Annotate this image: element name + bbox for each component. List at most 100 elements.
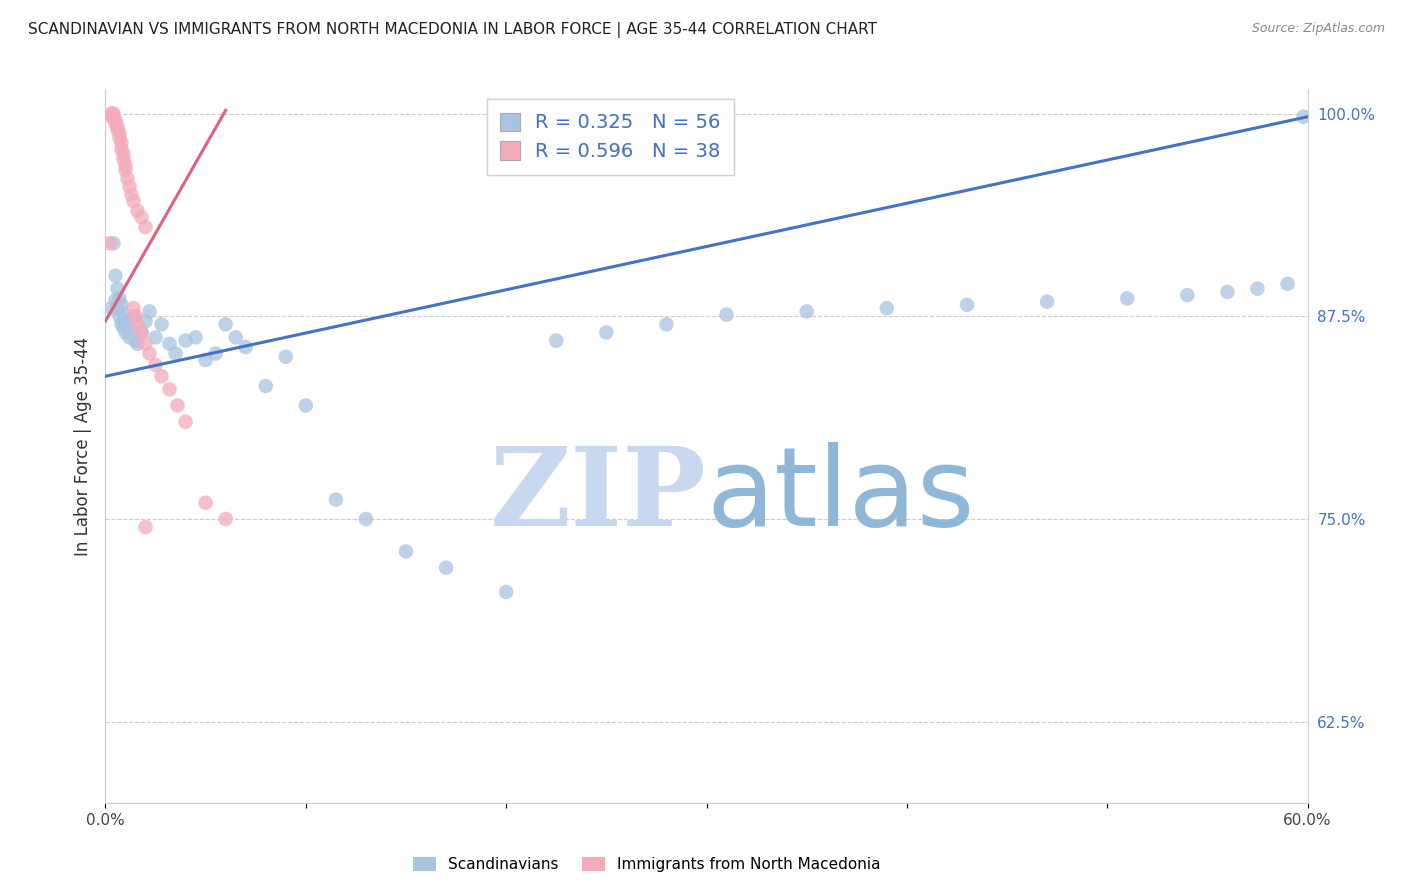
Point bbox=[145, 358, 167, 372]
Point bbox=[131, 326, 153, 340]
Y-axis label: In Labor Force | Age 35-44: In Labor Force | Age 35-44 bbox=[73, 336, 91, 556]
Point bbox=[122, 194, 145, 208]
Point bbox=[103, 236, 125, 251]
Point bbox=[254, 379, 277, 393]
Point bbox=[110, 298, 132, 312]
Point bbox=[325, 492, 347, 507]
Text: atlas: atlas bbox=[707, 442, 974, 549]
Point bbox=[124, 310, 146, 324]
Point bbox=[138, 346, 160, 360]
Point bbox=[150, 369, 173, 384]
Point bbox=[166, 399, 188, 413]
Point bbox=[98, 236, 121, 251]
Point bbox=[595, 326, 617, 340]
Point bbox=[104, 116, 127, 130]
Point bbox=[225, 330, 247, 344]
Point bbox=[354, 512, 377, 526]
Point bbox=[127, 336, 149, 351]
Point bbox=[1246, 282, 1268, 296]
Point bbox=[114, 314, 136, 328]
Text: SCANDINAVIAN VS IMMIGRANTS FROM NORTH MACEDONIA IN LABOR FORCE | AGE 35-44 CORRE: SCANDINAVIAN VS IMMIGRANTS FROM NORTH MA… bbox=[28, 22, 877, 38]
Legend: Scandinavians, Immigrants from North Macedonia: Scandinavians, Immigrants from North Mac… bbox=[405, 849, 889, 880]
Point bbox=[114, 158, 136, 172]
Point bbox=[114, 163, 136, 178]
Point bbox=[135, 520, 157, 534]
Point bbox=[716, 308, 738, 322]
Point bbox=[122, 310, 145, 324]
Point bbox=[100, 106, 122, 120]
Point bbox=[121, 320, 143, 334]
Legend: R = 0.325   N = 56, R = 0.596   N = 38: R = 0.325 N = 56, R = 0.596 N = 38 bbox=[486, 99, 734, 175]
Point bbox=[114, 326, 136, 340]
Text: ZIP: ZIP bbox=[489, 442, 707, 549]
Point bbox=[131, 211, 153, 225]
Point bbox=[110, 136, 132, 150]
Point bbox=[876, 301, 898, 315]
Point bbox=[110, 142, 132, 156]
Text: Source: ZipAtlas.com: Source: ZipAtlas.com bbox=[1251, 22, 1385, 36]
Point bbox=[127, 318, 149, 332]
Point bbox=[1036, 294, 1059, 309]
Point bbox=[108, 126, 131, 140]
Point bbox=[135, 336, 157, 351]
Point bbox=[100, 110, 122, 124]
Point bbox=[135, 220, 157, 235]
Point bbox=[1277, 277, 1299, 291]
Point bbox=[117, 318, 139, 332]
Point bbox=[295, 399, 318, 413]
Point bbox=[655, 318, 678, 332]
Point bbox=[434, 560, 457, 574]
Point bbox=[174, 334, 197, 348]
Point bbox=[1292, 110, 1315, 124]
Point bbox=[124, 334, 146, 348]
Point bbox=[150, 318, 173, 332]
Point bbox=[127, 203, 149, 218]
Point bbox=[495, 585, 517, 599]
Point bbox=[117, 171, 139, 186]
Point bbox=[145, 330, 167, 344]
Point bbox=[214, 512, 236, 526]
Point bbox=[184, 330, 207, 344]
Point bbox=[204, 346, 226, 360]
Point bbox=[100, 301, 122, 315]
Point bbox=[108, 131, 131, 145]
Point bbox=[796, 304, 818, 318]
Point bbox=[110, 318, 132, 332]
Point bbox=[159, 382, 181, 396]
Point bbox=[103, 110, 125, 124]
Point bbox=[122, 301, 145, 315]
Point bbox=[956, 298, 979, 312]
Point bbox=[165, 346, 187, 360]
Point bbox=[131, 326, 153, 340]
Point bbox=[395, 544, 418, 558]
Point bbox=[118, 179, 141, 194]
Point bbox=[1177, 288, 1199, 302]
Point bbox=[174, 415, 197, 429]
Point bbox=[118, 330, 141, 344]
Point bbox=[112, 152, 135, 166]
Point bbox=[107, 122, 129, 136]
Point bbox=[194, 353, 217, 368]
Point bbox=[112, 320, 135, 334]
Point bbox=[135, 314, 157, 328]
Point bbox=[235, 340, 257, 354]
Point bbox=[104, 293, 127, 307]
Point bbox=[1116, 292, 1139, 306]
Point bbox=[1216, 285, 1239, 299]
Point bbox=[112, 308, 135, 322]
Point bbox=[108, 292, 131, 306]
Point bbox=[112, 147, 135, 161]
Point bbox=[108, 310, 131, 324]
Point bbox=[121, 187, 143, 202]
Point bbox=[107, 120, 129, 134]
Point bbox=[159, 336, 181, 351]
Point bbox=[546, 334, 568, 348]
Point bbox=[104, 268, 127, 283]
Point bbox=[104, 113, 127, 128]
Point bbox=[103, 106, 125, 120]
Point bbox=[214, 318, 236, 332]
Point bbox=[274, 350, 297, 364]
Point bbox=[138, 304, 160, 318]
Point bbox=[107, 282, 129, 296]
Point bbox=[107, 301, 129, 315]
